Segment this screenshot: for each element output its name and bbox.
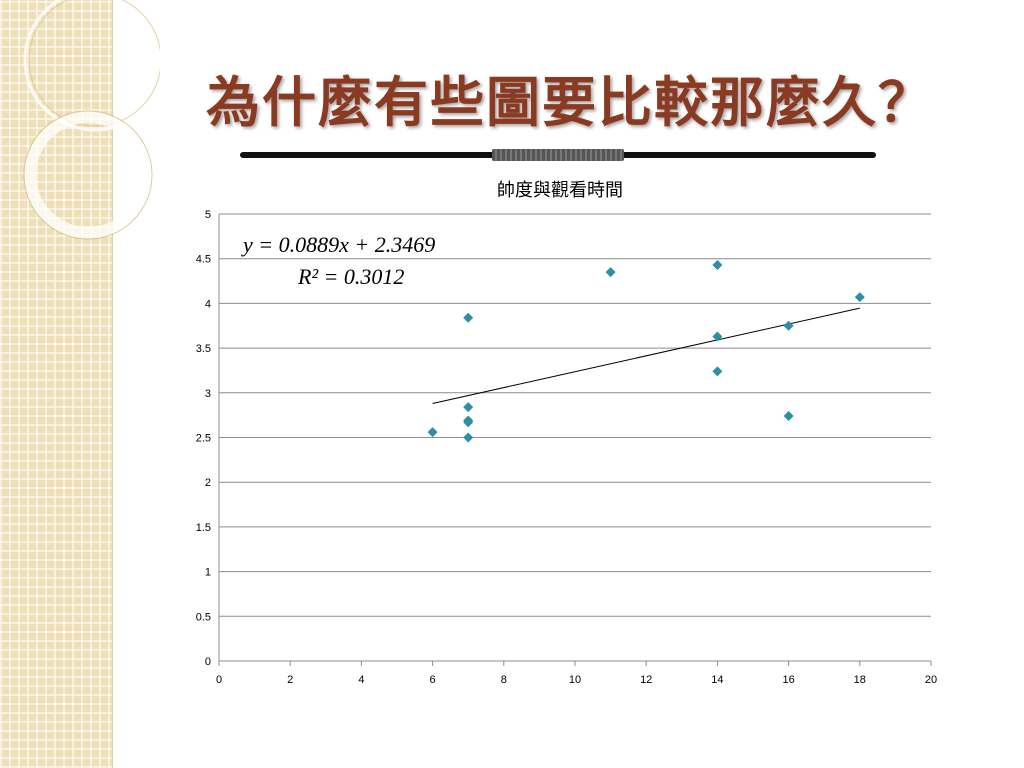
y-tick-label: 1.5 bbox=[196, 522, 211, 534]
trendline bbox=[432, 307, 860, 404]
y-tick-label: 3.5 bbox=[196, 343, 211, 355]
x-tick-label: 2 bbox=[287, 674, 293, 686]
y-tick-label: 5 bbox=[205, 209, 211, 221]
x-tick-label: 18 bbox=[854, 674, 866, 686]
y-tick-label: 0.5 bbox=[196, 611, 211, 623]
title-divider-accent bbox=[492, 149, 624, 161]
data-point bbox=[854, 292, 865, 303]
data-point bbox=[463, 417, 474, 428]
data-point bbox=[463, 312, 474, 323]
data-point bbox=[712, 366, 723, 377]
data-point bbox=[605, 267, 616, 278]
x-tick-label: 4 bbox=[358, 674, 364, 686]
y-tick-label: 4 bbox=[205, 298, 211, 310]
y-tick-label: 4.5 bbox=[196, 254, 211, 266]
y-tick-label: 2 bbox=[205, 477, 211, 489]
page-title: 為什麼有些圖要比較那麼久？ bbox=[206, 71, 934, 134]
data-point bbox=[712, 259, 723, 270]
data-point bbox=[463, 432, 474, 443]
x-tick-label: 14 bbox=[711, 674, 723, 686]
decorative-rings bbox=[23, 0, 160, 240]
x-tick-label: 6 bbox=[430, 674, 436, 686]
x-tick-label: 12 bbox=[640, 674, 652, 686]
y-tick-label: 1 bbox=[205, 567, 211, 579]
data-point bbox=[783, 411, 794, 422]
x-tick-label: 8 bbox=[501, 674, 507, 686]
data-point bbox=[783, 320, 794, 331]
data-point bbox=[712, 331, 723, 342]
y-tick-label: 0 bbox=[205, 656, 211, 668]
y-tick-label: 3 bbox=[205, 388, 211, 400]
x-tick-label: 16 bbox=[782, 674, 794, 686]
trendline-equation: y = 0.0889x + 2.3469 bbox=[241, 232, 435, 257]
x-tick-label: 20 bbox=[925, 674, 937, 686]
x-tick-label: 0 bbox=[216, 674, 222, 686]
data-point bbox=[427, 427, 438, 438]
x-tick-label: 10 bbox=[569, 674, 581, 686]
r-squared-label: R² = 0.3012 bbox=[297, 264, 404, 289]
decorative-side-band bbox=[0, 0, 160, 768]
data-point bbox=[463, 402, 474, 413]
y-tick-label: 2.5 bbox=[196, 433, 211, 445]
chart-title: 帥度與觀看時間 bbox=[497, 180, 623, 201]
